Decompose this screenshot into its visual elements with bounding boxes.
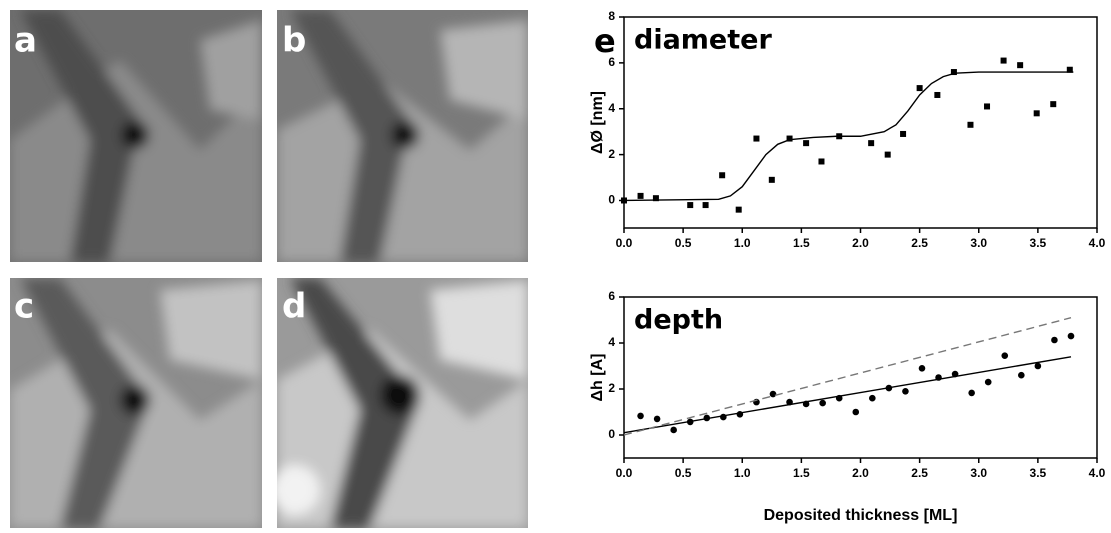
x-tick-label: 2.5: [911, 236, 928, 250]
stm-image: [10, 278, 262, 528]
x-tick-label: 0.5: [675, 466, 692, 480]
y-axis-label: Δh [A]: [589, 354, 606, 402]
point: [819, 399, 826, 407]
point: [868, 140, 875, 147]
y-tick-label: 0: [608, 427, 615, 441]
point: [967, 121, 974, 128]
point: [884, 151, 891, 158]
x-tick-label: 0.0: [616, 466, 633, 480]
y-tick-label: 6: [608, 289, 615, 303]
point: [818, 158, 825, 165]
point: [984, 103, 991, 110]
point: [916, 85, 923, 92]
y-tick-label: 4: [608, 101, 615, 115]
x-tick-label: 4.0: [1089, 466, 1106, 480]
x-tick-label: 4.0: [1089, 236, 1106, 250]
point: [869, 394, 876, 402]
point: [652, 195, 659, 202]
panel-label: d: [282, 287, 306, 327]
y-tick-label: 2: [608, 147, 615, 161]
point: [1018, 371, 1025, 379]
point: [653, 415, 661, 423]
panel-label: c: [14, 287, 34, 327]
point: [934, 91, 941, 98]
x-tick-label: 3.0: [970, 236, 987, 250]
x-tick-label: 0.0: [616, 236, 633, 250]
point: [1033, 110, 1040, 117]
point: [786, 135, 793, 142]
y-axis-label: ΔØ [nm]: [589, 91, 606, 154]
point: [968, 389, 975, 397]
point: [918, 365, 926, 372]
point: [852, 408, 860, 416]
point: [902, 388, 909, 395]
point: [719, 172, 726, 179]
point: [1067, 332, 1075, 340]
y-tick-label: 8: [608, 9, 615, 23]
x-tick-label: 2.0: [852, 466, 869, 480]
fit-line: [623, 356, 1072, 434]
point: [950, 69, 957, 76]
point: [984, 378, 992, 386]
x-tick-label: 1.5: [793, 466, 810, 480]
point: [702, 202, 709, 209]
point: [1066, 66, 1073, 73]
x-tick-label: 3.5: [1030, 236, 1047, 250]
point: [803, 140, 810, 147]
point: [637, 192, 644, 199]
x-tick-label: 0.5: [675, 236, 692, 250]
point: [670, 426, 677, 434]
x-tick-label: 1.0: [734, 236, 751, 250]
panel-label: b: [282, 21, 306, 61]
x-tick-label: 1.5: [793, 236, 810, 250]
point: [900, 130, 907, 137]
point: [735, 206, 742, 213]
point: [687, 202, 694, 209]
x-tick-label: 3.0: [970, 466, 987, 480]
point: [768, 176, 775, 183]
x-axis-label: Deposited thickness [ML]: [764, 507, 958, 524]
panel-label: a: [14, 21, 37, 61]
point: [769, 390, 777, 398]
point: [1000, 57, 1007, 64]
chart-title: diameter: [634, 25, 772, 56]
y-tick-label: 6: [608, 55, 615, 69]
fit-line: [623, 71, 1074, 202]
point: [1034, 362, 1042, 370]
y-tick-label: 4: [608, 335, 615, 349]
point: [637, 412, 644, 420]
stm-image: [10, 10, 262, 262]
point: [1017, 62, 1024, 69]
point: [1001, 352, 1009, 359]
x-tick-label: 2.0: [852, 236, 869, 250]
stm-image: [277, 278, 528, 528]
point: [1051, 336, 1058, 344]
x-tick-label: 1.0: [734, 466, 751, 480]
chart-title: depth: [634, 305, 723, 336]
point: [753, 135, 760, 142]
x-tick-label: 3.5: [1030, 466, 1047, 480]
panel-label: e: [594, 22, 616, 60]
point: [1050, 101, 1057, 108]
x-tick-label: 2.5: [911, 466, 928, 480]
y-tick-label: 0: [608, 193, 615, 207]
stm-image: [277, 10, 528, 262]
y-tick-label: 2: [608, 381, 615, 395]
